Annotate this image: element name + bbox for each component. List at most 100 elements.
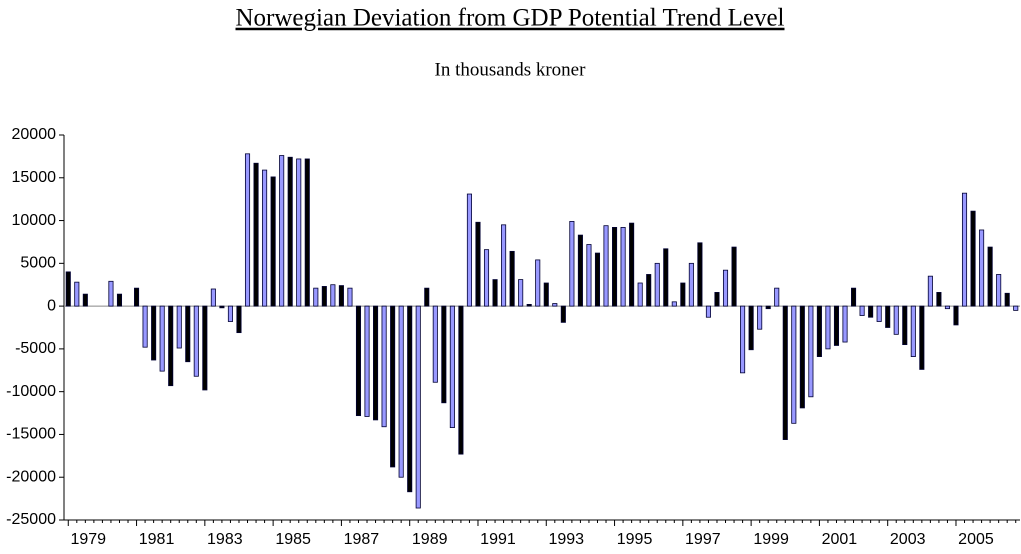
bar [398, 305, 404, 478]
bar [944, 305, 950, 310]
bar [688, 262, 694, 307]
bar [594, 252, 601, 307]
bar [560, 305, 566, 323]
bar [390, 305, 396, 468]
x-tick-label: 2001 [822, 531, 858, 548]
bar [279, 155, 285, 307]
chart-subtitle: In thousands kroner [435, 59, 587, 80]
bar [142, 305, 148, 348]
y-tick-label: -10000 [6, 383, 56, 400]
bar [364, 305, 370, 417]
x-tick-label: 1979 [70, 531, 106, 548]
bar [646, 274, 652, 307]
bar [424, 287, 430, 307]
bar [270, 176, 276, 307]
bar [330, 284, 336, 307]
bar [407, 305, 413, 493]
x-tick-label: 1993 [548, 531, 584, 548]
bar [151, 305, 157, 361]
y-tick-label: 5000 [20, 255, 56, 272]
bar [185, 305, 191, 363]
bar [449, 305, 455, 429]
bar [509, 250, 515, 307]
bar [355, 305, 362, 417]
bar [705, 305, 711, 318]
bar [501, 224, 507, 307]
x-tick-label: 1981 [139, 531, 175, 548]
bar [415, 305, 421, 509]
bar [347, 287, 353, 307]
bar [338, 285, 344, 307]
bar [757, 305, 763, 330]
bar [603, 225, 609, 307]
bar [620, 226, 626, 307]
bar [526, 303, 532, 307]
bar [227, 305, 233, 322]
bar [65, 271, 71, 307]
bar [210, 288, 216, 307]
bar [893, 305, 899, 335]
chart-title: Norwegian Deviation from GDP Potential T… [236, 5, 785, 32]
bar [253, 162, 259, 307]
bar [842, 305, 848, 343]
bar [987, 246, 993, 307]
bar [680, 282, 686, 307]
bar [612, 226, 618, 307]
bar [885, 305, 891, 328]
x-tick-label: 1999 [753, 531, 789, 548]
bar [671, 301, 677, 307]
bar [654, 262, 660, 307]
bar [219, 305, 225, 309]
bar [714, 292, 720, 307]
bar [791, 305, 797, 424]
bar [116, 293, 123, 307]
bar [927, 275, 933, 307]
bar [82, 293, 88, 307]
bar [492, 279, 498, 307]
x-tick-label: 1985 [275, 531, 311, 548]
bar [202, 305, 208, 391]
bar [748, 305, 754, 351]
bar [833, 305, 840, 346]
bar [731, 246, 737, 307]
y-tick-label: 15000 [12, 169, 57, 186]
bar [979, 229, 985, 307]
bar [1013, 305, 1019, 311]
bar [543, 282, 549, 307]
bar [637, 282, 643, 307]
bar [586, 244, 592, 307]
bar [876, 305, 882, 322]
bar [159, 305, 165, 372]
y-tick-label: -15000 [6, 426, 56, 443]
bar [441, 305, 447, 404]
bar [236, 305, 242, 334]
bar [552, 303, 558, 307]
bar [816, 305, 822, 357]
bar [244, 153, 251, 307]
bar [458, 305, 464, 455]
bar [432, 305, 438, 383]
bar [697, 242, 703, 307]
bar [321, 286, 327, 307]
bar [799, 305, 805, 409]
bar [859, 305, 865, 316]
y-tick-label: -25000 [6, 511, 56, 528]
bar [825, 305, 831, 350]
bar [168, 305, 174, 387]
bar [304, 158, 310, 307]
bar [475, 221, 481, 307]
bar [108, 280, 114, 307]
bar [74, 281, 80, 307]
bar [176, 305, 182, 349]
bar [996, 274, 1002, 307]
bar [569, 221, 575, 307]
x-tick-label: 1989 [412, 531, 448, 548]
bar [868, 305, 874, 318]
bar [381, 305, 387, 428]
bar [953, 305, 959, 326]
bar [373, 305, 379, 421]
bar [483, 249, 490, 307]
x-tick-label: 1983 [207, 531, 243, 548]
bar [262, 169, 268, 307]
x-tick-label: 1997 [685, 531, 721, 548]
